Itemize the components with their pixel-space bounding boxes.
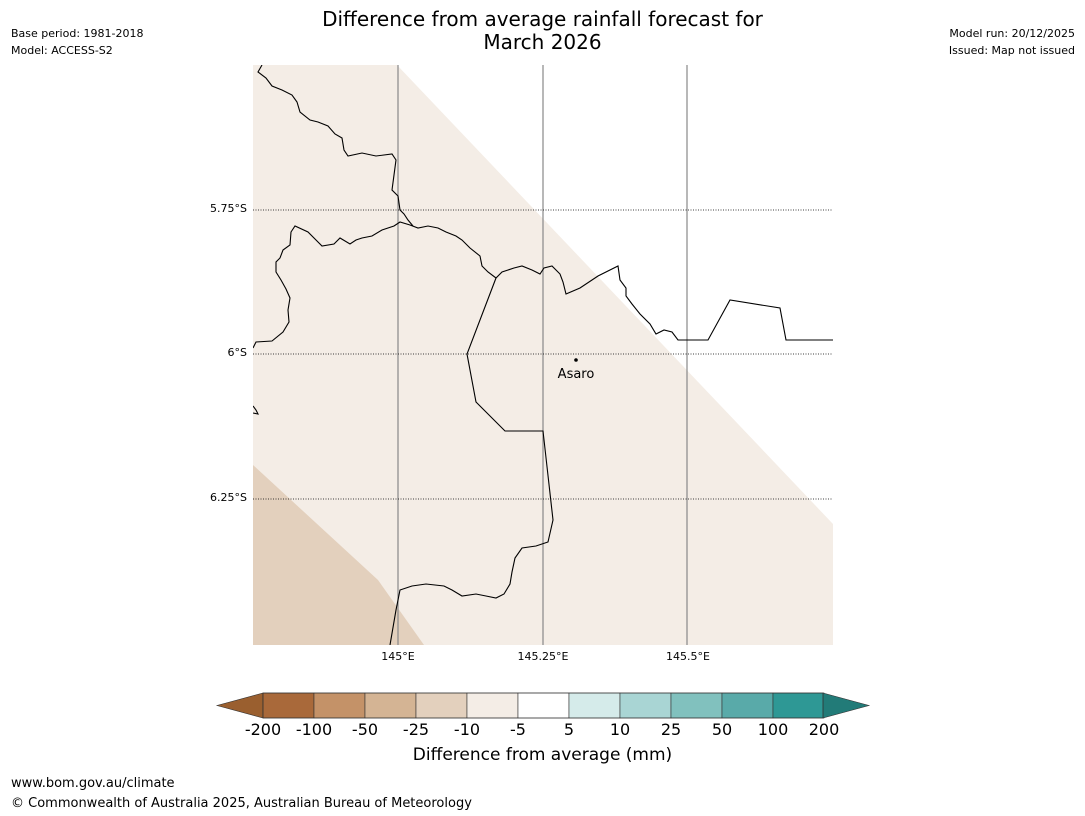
asaro-label: Asaro	[558, 367, 595, 382]
map-title: Difference from average rainfall forecas…	[0, 8, 1085, 54]
boundary-northwest	[257, 65, 414, 227]
colorbar-segment	[364, 692, 417, 719]
model-run-text: Model run: 20/12/2025	[949, 27, 1075, 40]
colorbar-tick-label: -100	[295, 720, 333, 739]
colorbar-outline	[262, 692, 824, 719]
province-boundaries	[253, 65, 833, 645]
colorbar-segment	[313, 692, 366, 719]
colorbar-segment	[721, 692, 774, 719]
colorbar-segment	[670, 692, 723, 719]
colorbar-tick-label: 5	[563, 720, 575, 739]
colorbar-extend-high	[822, 692, 871, 719]
colorbar	[215, 692, 871, 719]
colorbar-extend-low	[215, 692, 264, 719]
rainfall-fill-minus25-to-minus10	[253, 465, 424, 645]
colorbar-tick-label: -10	[453, 720, 481, 739]
boundary-west-fragment	[253, 405, 259, 415]
colorbar-tick-label: -25	[402, 720, 430, 739]
colorbar-segments	[262, 692, 825, 719]
boundary-central	[253, 221, 833, 349]
map-canvas: Asaro	[253, 65, 833, 645]
colorbar-tick-label: 100	[757, 720, 789, 739]
map-frame	[253, 65, 833, 645]
colorbar-segment	[415, 692, 468, 719]
parallel-gridlines	[253, 209, 833, 500]
footer-copyright: © Commonwealth of Australia 2025, Austra…	[11, 796, 472, 811]
base-period-text: Base period: 1981-2018	[11, 27, 144, 40]
asaro-point	[574, 358, 578, 362]
lat-label-6-25s: 6.25°S	[210, 491, 247, 504]
colorbar-tick-label: -5	[510, 720, 526, 739]
colorbar-segment	[619, 692, 672, 719]
lat-label-5-75s: 5.75°S	[210, 202, 247, 215]
map-title-line1: Difference from average rainfall forecas…	[322, 7, 763, 31]
colorbar-segment	[466, 692, 519, 719]
colorbar-tick-label: 10	[609, 720, 631, 739]
colorbar-segment	[262, 692, 315, 719]
lon-label-145-5e: 145.5°E	[666, 650, 710, 663]
lon-label-145e: 145°E	[381, 650, 415, 663]
boundary-south	[389, 277, 554, 645]
model-text: Model: ACCESS-S2	[11, 44, 113, 57]
colorbar-segment	[772, 692, 825, 719]
footer-url: www.bom.gov.au/climate	[11, 776, 175, 791]
colorbar-tick-label: 200	[808, 720, 840, 739]
colorbar-tick-label: -50	[351, 720, 379, 739]
colorbar-segment	[568, 692, 621, 719]
map-title-line2: March 2026	[483, 30, 602, 54]
issued-text: Issued: Map not issued	[948, 44, 1075, 57]
colorbar-label: Difference from average (mm)	[412, 745, 673, 765]
colorbar-segment	[517, 692, 570, 719]
lon-label-145-25e: 145.25°E	[517, 650, 569, 663]
colorbar-tick-label: 25	[660, 720, 682, 739]
meridian-gridlines	[397, 65, 688, 645]
colorbar-tick-label: 50	[711, 720, 733, 739]
lat-label-6s: 6°S	[227, 346, 247, 359]
colorbar-tick-label: -200	[244, 720, 282, 739]
